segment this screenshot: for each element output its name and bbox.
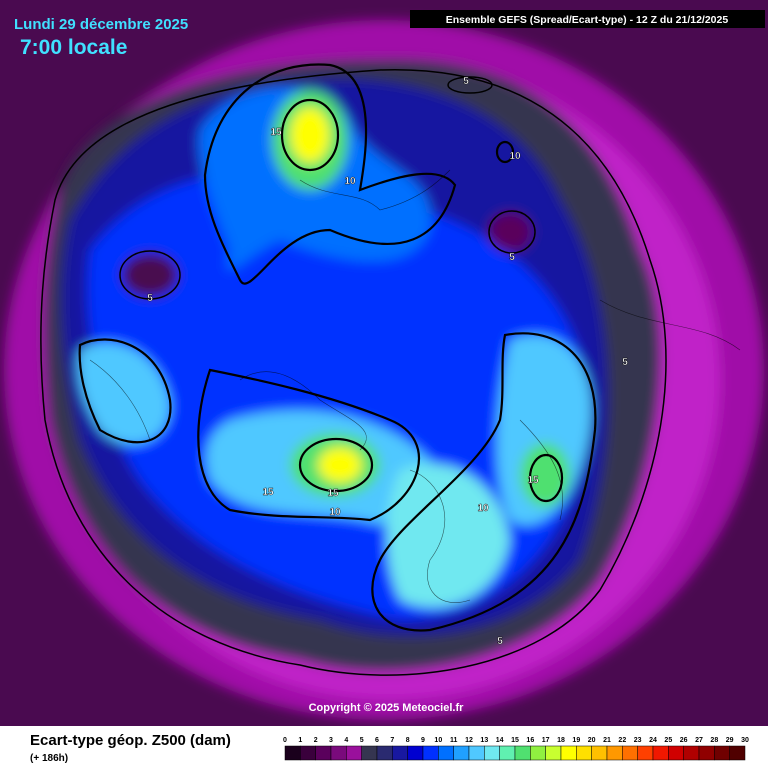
contour-label: 15 <box>270 127 282 138</box>
colorbar-tick-label: 18 <box>557 737 565 744</box>
spread-field: 5 5 5 5 5 10 10 10 10 15 15 15 15 <box>0 0 768 726</box>
color-swatch <box>576 745 592 761</box>
contour-label: 15 <box>527 475 539 486</box>
color-swatch <box>392 745 408 761</box>
color-swatch <box>714 745 730 761</box>
color-swatch <box>346 745 362 761</box>
color-swatch <box>438 745 454 761</box>
copyright: Copyright © 2025 Meteociel.fr <box>309 702 465 714</box>
color-swatch <box>361 745 378 761</box>
contour-label: 5 <box>497 636 503 647</box>
color-swatch <box>300 745 316 761</box>
colorbar-tick-label: 20 <box>588 737 596 744</box>
colorbar-tick-label: 13 <box>480 737 488 744</box>
color-swatch <box>453 745 470 761</box>
colorbar-tick-label: 25 <box>664 737 672 744</box>
time: 7:00 locale <box>20 36 127 59</box>
contour-label: 10 <box>509 151 521 162</box>
color-swatch <box>422 745 439 761</box>
color-swatch <box>315 745 332 761</box>
colorbar-tick-label: 24 <box>649 737 657 744</box>
colorbar-tick-label: 30 <box>741 737 749 744</box>
color-swatch <box>591 745 608 761</box>
contour-label: 5 <box>463 76 469 87</box>
color-swatch <box>622 745 638 761</box>
colorbar-tick-label: 23 <box>634 737 642 744</box>
colorbar-tick-label: 1 <box>298 737 302 744</box>
color-swatch <box>668 745 684 761</box>
colorbar-tick-label: 28 <box>710 737 718 744</box>
colorbar-tick-label: 5 <box>360 737 364 744</box>
contour-label: 10 <box>344 176 356 187</box>
run-box <box>410 10 765 28</box>
colorbar-tick-label: 17 <box>542 737 550 744</box>
date: Lundi 29 décembre 2025 <box>14 16 188 33</box>
contours <box>40 63 667 676</box>
colorbar-tick-label: 22 <box>618 737 626 744</box>
contour-label: 5 <box>509 252 515 263</box>
color-swatch <box>499 745 516 761</box>
legend-title: Ecart-type géop. Z500 (dam) <box>30 732 231 749</box>
colorbar-tick-label: 2 <box>314 737 318 744</box>
colorbar-tick-label: 21 <box>603 737 611 744</box>
color-swatch <box>530 745 546 761</box>
colorbar-tick-label: 11 <box>450 737 458 744</box>
color-swatch <box>729 745 746 761</box>
color-swatch <box>652 745 669 761</box>
colorbar-tick-label: 26 <box>680 737 688 744</box>
colorbar-tick-label: 19 <box>572 737 580 744</box>
colorbar-tick-label: 16 <box>526 737 534 744</box>
color-swatch <box>284 745 301 761</box>
colorbar-tick-label: 15 <box>511 737 519 744</box>
color-swatch <box>376 745 393 761</box>
colorbar-tick-label: 4 <box>344 737 348 744</box>
contour-label: 5 <box>147 293 153 304</box>
contour-label: 10 <box>477 503 489 514</box>
color-swatch <box>560 745 577 761</box>
colorbar-tick-label: 29 <box>726 737 734 744</box>
contour-label: 10 <box>329 507 341 518</box>
color-swatch <box>606 745 623 761</box>
contour-label: 15 <box>262 487 274 498</box>
contour-labels: 5 5 5 5 5 10 10 10 10 15 15 15 15 <box>147 76 628 647</box>
colorbar-tick-label: 8 <box>406 737 410 744</box>
colorbar-tick-label: 7 <box>390 737 394 744</box>
color-swatch <box>514 745 531 761</box>
coastlines <box>89 169 741 603</box>
color-swatch <box>545 745 562 761</box>
color-swatch <box>407 745 424 761</box>
run: Ensemble GEFS (Spread/Ecart-type) - 12 Z… <box>446 14 729 26</box>
lead-time: (+ 186h) <box>30 753 68 764</box>
colorbar-tick-label: 14 <box>496 737 504 744</box>
colorbar-tick-label: 27 <box>695 737 703 744</box>
contour-label: 15 <box>327 488 339 499</box>
colorbar-tick-label: 0 <box>283 737 287 744</box>
colorbar-tick-label: 3 <box>329 737 333 744</box>
colorbar-tick-label: 6 <box>375 737 379 744</box>
color-swatch <box>698 745 715 761</box>
colorbar-tick-label: 10 <box>434 737 442 744</box>
colorbar-tick-label: 9 <box>421 737 425 744</box>
color-swatch <box>468 745 485 761</box>
color-swatch <box>484 745 500 761</box>
color-swatch <box>637 745 654 761</box>
color-swatch <box>683 745 700 761</box>
contour-label: 5 <box>622 357 628 368</box>
colorbar-tick-label: 12 <box>465 737 473 744</box>
color-swatch <box>330 745 347 761</box>
colorbar: 0 1 2 3 4 5 6 7 8 9 10 11 12 13 14 15 16 17 18 19 20 21 22 23 24… <box>283 737 749 761</box>
